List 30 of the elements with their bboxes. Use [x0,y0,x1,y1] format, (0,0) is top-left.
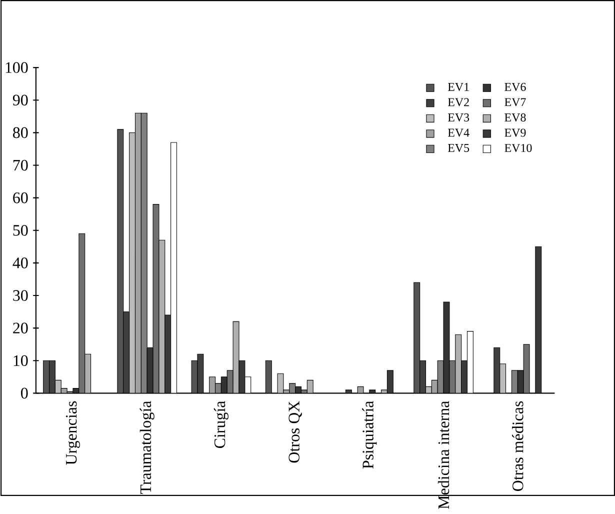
y-tick-label: 100 [6,62,28,74]
bar [220,376,228,394]
legend-label: EV4 [448,128,470,137]
bar [78,233,86,394]
legend-label: EV3 [448,114,470,122]
x-tick-label: Urgencias [66,401,80,465]
y-tick-label: 90 [12,94,28,106]
y-tick-label: 60 [13,192,28,204]
y-tick-label: 70 [13,160,28,171]
legend-label: EV10 [504,144,532,152]
y-tick-label: 20 [13,322,28,334]
y-tick-label: 0 [21,388,28,399]
legend-label: EV9 [504,128,526,137]
legend-label: EV1 [448,83,469,92]
x-tick-label: Cirugía [214,401,228,448]
y-tick-label: 50 [13,225,28,236]
legend-label: EV7 [504,98,526,106]
x-tick-label: Psiquiatría [362,401,377,469]
legend-label: EV8 [504,114,526,122]
legend-label: EV5 [448,144,470,152]
x-tick-label: Medicina interna [438,401,450,510]
legend-label: EV2 [448,98,469,106]
y-tick-label: 80 [13,127,28,138]
x-tick-label: Traumatología [140,401,154,494]
y-tick-label: 40 [12,258,28,268]
x-tick-label: Otros QX [288,401,302,463]
y-tick-label: 30 [13,290,28,301]
x-tick-label: Otras médicas [512,401,524,492]
legend-label: EV6 [504,83,526,92]
y-tick-label: 10 [14,355,28,366]
